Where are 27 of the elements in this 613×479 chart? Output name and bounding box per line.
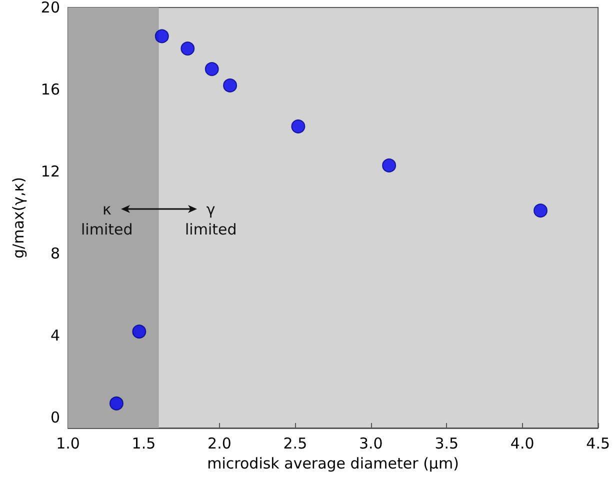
x-tick-label: 4.5: [586, 434, 610, 452]
x-axis-title: microdisk average diameter (μm): [207, 454, 459, 472]
x-tick-label: 2.0: [208, 434, 232, 452]
point: [382, 158, 396, 172]
y-tick-label: 16: [40, 80, 60, 99]
x-tick-label: 1.5: [132, 434, 156, 452]
point: [132, 324, 146, 339]
point: [180, 42, 195, 56]
y-tick-label: 12: [40, 162, 60, 181]
x-tick-label: 1.0: [56, 434, 80, 452]
annotation: κ limited: [80, 200, 133, 238]
y-tick-label: 0: [50, 408, 60, 427]
annotation: γ limited: [184, 200, 237, 238]
y-axis-title: g/max(γ,κ): [10, 177, 28, 258]
y-tick-label: 4: [50, 326, 60, 345]
x-tick-label: 2.5: [283, 434, 308, 452]
point: [204, 62, 219, 76]
point: [109, 396, 124, 410]
y-tick-label: 8: [50, 244, 60, 263]
x-tick-label: 3.5: [434, 434, 459, 452]
x-tick-label: 3.0: [358, 434, 383, 452]
point: [291, 119, 306, 134]
point: [223, 78, 238, 92]
y-tick-label: 20: [40, 0, 60, 16]
x-tick-label: 4.0: [510, 434, 534, 452]
point: [154, 29, 169, 44]
point: [534, 204, 548, 218]
